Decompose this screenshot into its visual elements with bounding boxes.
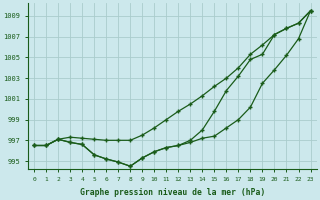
X-axis label: Graphe pression niveau de la mer (hPa): Graphe pression niveau de la mer (hPa) — [80, 188, 265, 197]
